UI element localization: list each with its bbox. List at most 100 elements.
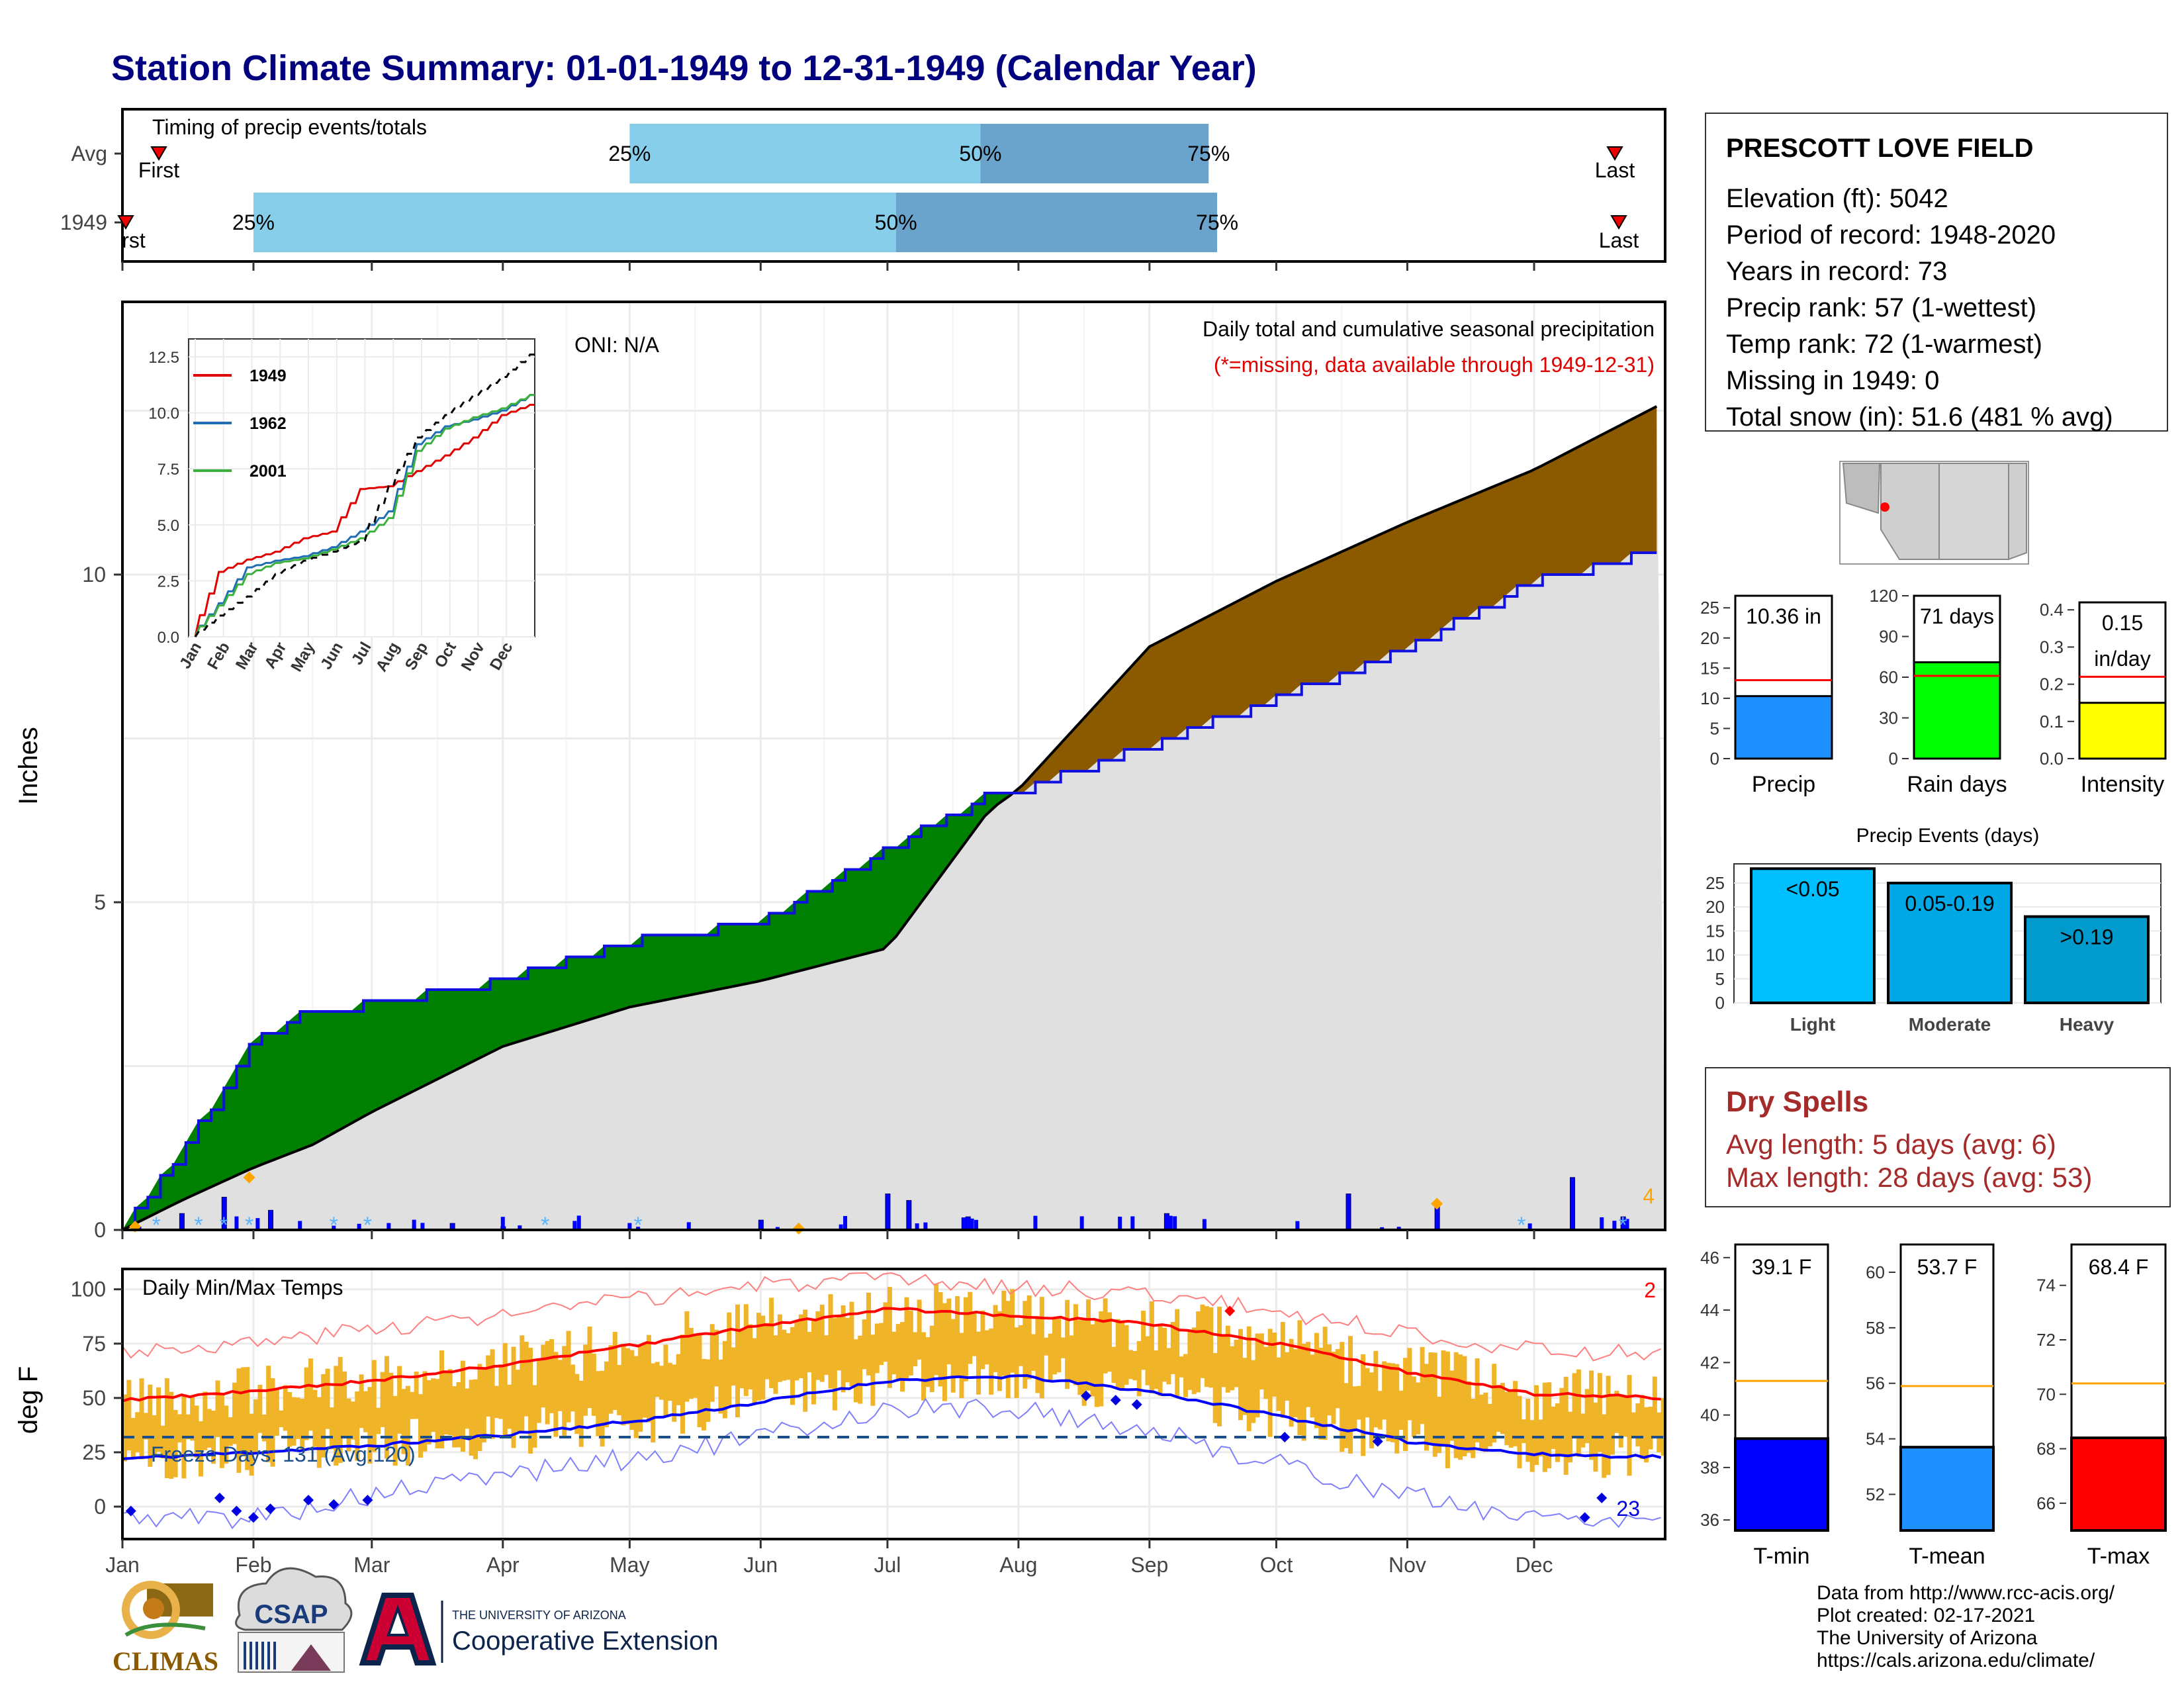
daily-temp-bar xyxy=(748,1324,753,1389)
university-of-arizona-logo: THE UNIVERSITY OF ARIZONA Cooperative Ext… xyxy=(359,1593,718,1665)
daily-temp-bar xyxy=(316,1397,322,1468)
daily-temp-bar xyxy=(460,1360,465,1452)
daily-temp-bar xyxy=(752,1338,757,1404)
daily-temp-bar xyxy=(139,1378,144,1460)
raindays-mini-ytick: 0 xyxy=(1889,749,1898,769)
daily-precip-bar xyxy=(332,1225,336,1230)
csap-logo: CSAP xyxy=(235,1567,353,1673)
daily-precip-bar xyxy=(627,1223,632,1230)
events-ytick: 10 xyxy=(1706,945,1725,965)
daily-temp-bar xyxy=(1149,1301,1154,1393)
climas-logo: CLIMAS xyxy=(113,1581,218,1676)
inset-ytick: 12.5 xyxy=(148,349,179,367)
daily-temp-bar xyxy=(1551,1407,1556,1449)
daily-precip-bar xyxy=(518,1225,522,1230)
daily-temp-bar xyxy=(1559,1387,1565,1457)
record-low-marker xyxy=(1110,1395,1121,1406)
timing-q1-bar xyxy=(629,124,981,183)
daily-temp-bar xyxy=(1644,1407,1649,1463)
daily-temp-bar xyxy=(431,1378,436,1432)
timing-25-label: 25% xyxy=(608,142,651,165)
daily-temp-bar xyxy=(587,1326,592,1409)
daily-temp-bar xyxy=(325,1368,330,1429)
daily-temp-bar xyxy=(608,1345,614,1414)
daily-temp-bar xyxy=(1534,1385,1539,1466)
daily-temp-bar xyxy=(148,1384,153,1467)
tmax-ytick: 74 xyxy=(2036,1276,2056,1295)
daily-temp-bar xyxy=(1631,1412,1636,1436)
daily-temp-bar xyxy=(1416,1382,1421,1434)
daily-temp-bar xyxy=(1504,1391,1510,1446)
daily-temp-bar xyxy=(1044,1337,1049,1356)
daily-temp-bar xyxy=(295,1397,300,1439)
raindays-mini-value-label: 71 days xyxy=(1920,604,1994,628)
normal-min-line xyxy=(122,1374,1662,1460)
daily-temp-bar xyxy=(832,1318,837,1411)
above-normal-area xyxy=(122,793,1011,1230)
daily-temp-bar xyxy=(257,1384,263,1433)
events-ytick: 20 xyxy=(1706,897,1725,917)
daily-precip-bar xyxy=(885,1194,891,1231)
daily-temp-bar xyxy=(1555,1403,1560,1462)
daily-temp-bar xyxy=(1424,1364,1429,1451)
daily-precip-bar xyxy=(576,1215,581,1230)
daily-temp-bar xyxy=(1035,1316,1040,1393)
daily-temp-bar xyxy=(1373,1350,1379,1428)
daily-precip-bar xyxy=(268,1209,274,1231)
station-elevation: Elevation (ft): 5042 xyxy=(1726,184,1948,213)
daily-temp-bar xyxy=(511,1346,516,1448)
daily-precip-bar xyxy=(961,1217,966,1230)
daily-temp-bar xyxy=(1525,1399,1531,1462)
daily-temp-bar xyxy=(562,1346,567,1436)
daily-temp-bar xyxy=(287,1391,293,1447)
daily-temp-bar xyxy=(794,1319,799,1381)
daily-temp-bar xyxy=(777,1314,782,1382)
daily-temp-bar xyxy=(1120,1321,1125,1389)
daily-temp-bar xyxy=(739,1328,745,1389)
daily-temp-bar xyxy=(549,1339,555,1413)
temp-ytick: 100 xyxy=(71,1278,106,1301)
daily-temp-bar xyxy=(718,1359,723,1414)
daily-temp-bar xyxy=(1542,1382,1547,1472)
daily-temp-bar xyxy=(346,1398,351,1452)
daily-temp-bar xyxy=(1069,1335,1074,1382)
daily-temp-bar xyxy=(633,1356,639,1438)
tmean-ytick: 58 xyxy=(1866,1318,1885,1338)
daily-temp-bar xyxy=(397,1366,402,1434)
raindays-mini-ytick: 120 xyxy=(1870,586,1898,606)
daily-temp-bar xyxy=(955,1295,960,1378)
last-marker-avg xyxy=(1606,146,1623,161)
record-min-line xyxy=(122,1397,1661,1530)
daily-temp-bar xyxy=(1428,1352,1433,1444)
daily-temp-bar xyxy=(152,1415,157,1458)
events-ytick: 0 xyxy=(1715,993,1725,1013)
daily-temp-bar xyxy=(266,1366,271,1462)
intensity-mini-ytick: 0.2 xyxy=(2040,675,2064,694)
daily-temp-bar xyxy=(883,1302,888,1362)
daily-temp-bar xyxy=(845,1317,850,1383)
daily-temp-bar xyxy=(963,1297,968,1382)
dry-spells-avg: Avg length: 5 days (avg: 6) xyxy=(1726,1129,2056,1160)
record-marker xyxy=(1431,1197,1443,1210)
daily-temp-bar xyxy=(887,1287,892,1388)
daily-temp-bar xyxy=(1136,1340,1142,1397)
daily-temp-bar xyxy=(1441,1350,1446,1445)
temp-ytick: 75 xyxy=(82,1332,106,1356)
daily-temp-bar xyxy=(1432,1352,1437,1457)
daily-temp-bar xyxy=(1094,1320,1099,1407)
tmin-ytick: 44 xyxy=(1700,1300,1719,1320)
daily-temp-bar xyxy=(929,1325,934,1392)
intensity-mini-ytick: 0.0 xyxy=(2040,749,2064,769)
snow-marker: * xyxy=(1517,1213,1525,1238)
tmin-bar xyxy=(1734,1437,1829,1532)
oni-label: ONI: N/A xyxy=(574,333,660,357)
daily-temp-bar xyxy=(1335,1348,1340,1409)
daily-precip-bar xyxy=(1173,1216,1177,1230)
timing-50-label: 50% xyxy=(959,142,1001,165)
month-tick-label: Oct xyxy=(1260,1553,1293,1577)
daily-temp-bar xyxy=(447,1369,453,1436)
daily-precip-bar xyxy=(1527,1223,1532,1230)
precip-mini-ytick: 15 xyxy=(1700,658,1719,678)
daily-temp-bar xyxy=(866,1292,871,1376)
map-state-az xyxy=(1880,463,1940,560)
